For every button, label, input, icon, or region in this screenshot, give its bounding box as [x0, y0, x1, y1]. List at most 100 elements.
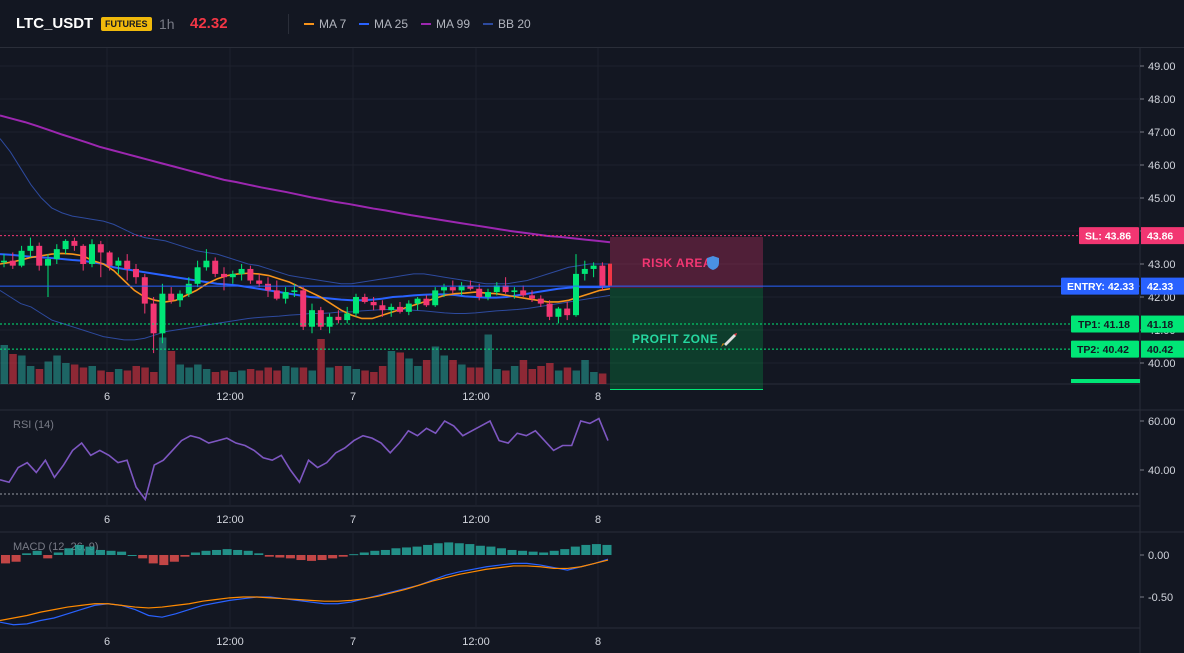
- macd-histogram-bar: [349, 554, 359, 556]
- candle-body: [62, 240, 69, 250]
- volume-bar: [326, 367, 334, 384]
- candle-body: [106, 252, 113, 266]
- macd-histogram-bar: [138, 555, 148, 559]
- macd-histogram-bar: [454, 543, 464, 555]
- volume-bar: [264, 367, 272, 384]
- macd-histogram-bar: [359, 552, 369, 555]
- tp1-tag-label: TP1: 41.18: [1078, 319, 1130, 331]
- candle-body: [344, 313, 351, 321]
- macd-histogram-bar: [1, 555, 11, 564]
- macd-histogram-bar: [85, 546, 95, 555]
- tp1-value-label: 41.18: [1147, 319, 1173, 331]
- volume-bar: [97, 370, 105, 384]
- candle-body: [177, 293, 183, 301]
- time-axis-macd: 6 12:00 7 12:00 8: [104, 636, 601, 648]
- candle-body: [485, 292, 491, 297]
- time-label: 6: [104, 391, 110, 403]
- macd-histogram-bar: [53, 552, 63, 555]
- volume-bar: [458, 364, 466, 384]
- grid-lines: [0, 48, 1140, 628]
- volume-bar: [18, 355, 26, 384]
- volume-bar: [53, 355, 61, 384]
- candlesticks[interactable]: [1, 237, 606, 354]
- sl-tag[interactable]: SL: 43.86 43.86: [1079, 227, 1184, 245]
- candle-body: [397, 306, 403, 312]
- rsi-label[interactable]: RSI (14): [13, 419, 54, 431]
- volume-bar: [88, 366, 96, 384]
- macd-histogram-bar: [496, 548, 506, 555]
- macd-histogram-bar: [539, 552, 549, 555]
- candle-body: [467, 285, 474, 289]
- legend-ma25[interactable]: MA 25: [359, 17, 408, 31]
- macd-histogram-bar: [74, 544, 84, 555]
- volume-bar: [282, 366, 290, 384]
- ma7-line: [0, 252, 611, 320]
- time-label: 12:00: [462, 636, 490, 648]
- macd-line: [0, 558, 609, 626]
- candle-body: [432, 290, 439, 306]
- volume-bar: [299, 367, 308, 384]
- candle-body: [361, 297, 368, 302]
- time-label: 12:00: [462, 391, 490, 403]
- tp2-tag[interactable]: TP2: 40.42 40.42: [1071, 340, 1184, 358]
- macd-histogram-bar: [317, 555, 327, 561]
- legend-ma99[interactable]: MA 99: [421, 17, 470, 31]
- candle-body: [599, 265, 606, 287]
- interval-label[interactable]: 1h: [159, 16, 175, 32]
- macd-tick-label: -0.50: [1148, 592, 1173, 604]
- rsi-line: [0, 417, 609, 502]
- time-label: 12:00: [216, 636, 244, 648]
- candle-body: [590, 265, 597, 269]
- volume-bar: [158, 337, 167, 384]
- volume-bar: [9, 354, 17, 384]
- risk-area-label: RISK AREA: [642, 256, 712, 270]
- volume-bar: [361, 370, 369, 384]
- volume-bar: [62, 363, 70, 384]
- legend-swatch-ma99: [421, 23, 431, 25]
- macd-histogram-bar: [159, 555, 169, 566]
- macd-signal-line: [0, 559, 609, 622]
- volume-bar: [502, 370, 510, 384]
- profit-zone[interactable]: [610, 288, 763, 390]
- macd-histogram-bar: [64, 548, 74, 555]
- macd-histogram-bar: [117, 551, 127, 555]
- tp1-tag[interactable]: TP1: 41.18 41.18: [1071, 315, 1184, 333]
- candle-body: [150, 303, 157, 334]
- volume-bar: [70, 364, 79, 384]
- candle-body: [405, 303, 412, 312]
- candle-body: [9, 260, 16, 266]
- time-axis-main[interactable]: 6 12:00 7 12:00 8: [104, 391, 601, 403]
- candle-body: [379, 305, 386, 311]
- candle-body: [573, 273, 579, 316]
- candle-body: [115, 260, 122, 266]
- bb-upper-band: [0, 138, 610, 285]
- volume-bar: [114, 369, 123, 384]
- candle-body: [80, 245, 87, 264]
- symbol-name[interactable]: LTC_USDT: [16, 15, 94, 32]
- risk-area-zone[interactable]: [610, 237, 763, 288]
- legend-ma7[interactable]: MA 7: [304, 17, 346, 31]
- macd-histogram-bar: [233, 549, 243, 555]
- entry-value-label: 42.33: [1147, 281, 1173, 293]
- candle-body: [133, 268, 139, 278]
- ma99-line: [0, 114, 611, 244]
- macd-histogram-bar: [180, 555, 190, 557]
- macd-histogram-bar: [285, 555, 295, 559]
- macd-histogram-bar: [423, 544, 433, 555]
- candle-body: [502, 285, 509, 293]
- sl-value-label: 43.86: [1147, 231, 1173, 243]
- macd-histogram-bar: [518, 550, 528, 555]
- volume-bar: [317, 339, 325, 384]
- macd-histogram-bar: [307, 555, 317, 561]
- candle-body: [212, 260, 219, 274]
- entry-tag[interactable]: ENTRY: 42.33 42.33: [1061, 277, 1184, 295]
- macd-histogram-bar: [581, 544, 591, 555]
- legend-bb20[interactable]: BB 20: [483, 17, 531, 31]
- volume-bar: [581, 360, 589, 384]
- volume-bar: [378, 366, 387, 384]
- time-label: 7: [350, 636, 356, 648]
- candle-body: [97, 244, 104, 253]
- macd-histogram-bar: [243, 550, 253, 555]
- volume-bar: [0, 345, 8, 384]
